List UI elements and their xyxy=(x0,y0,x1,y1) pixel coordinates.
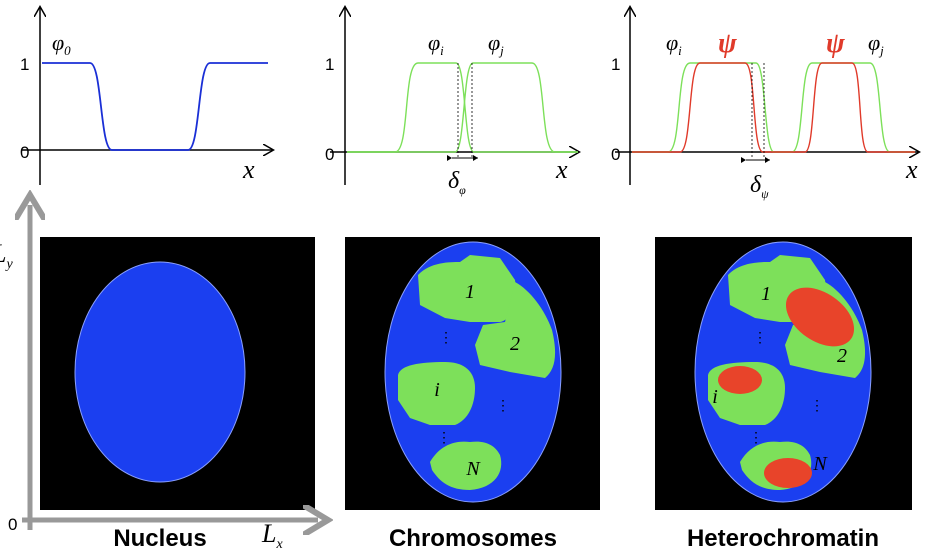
curve xyxy=(347,62,578,153)
heterochromatin xyxy=(718,366,762,394)
curve xyxy=(347,62,578,153)
curve xyxy=(632,62,915,153)
x-label: x xyxy=(242,155,255,184)
ellipsis: ⋮ xyxy=(749,429,763,445)
heterochromatin-nucleus: 1 2 i N ⋮ ⋮ ⋮ xyxy=(694,241,872,503)
x-label: x xyxy=(905,155,918,184)
chromosome xyxy=(398,362,475,425)
tick-label: 1 xyxy=(611,55,620,74)
region-label: i xyxy=(712,386,718,408)
ellipsis: ⋮ xyxy=(496,397,510,413)
panel-title: Nucleus xyxy=(113,525,206,552)
region-label: N xyxy=(812,453,828,475)
heterochromatin xyxy=(785,287,855,347)
x-label: x xyxy=(555,155,568,184)
region-label: 2 xyxy=(510,333,520,355)
domain-x-label: Lx xyxy=(261,519,283,552)
region-label: 2 xyxy=(837,345,847,367)
tick-label: 0 xyxy=(20,143,29,162)
chromosome xyxy=(418,255,516,322)
curve-label: ψ xyxy=(718,28,737,59)
curve-label: φi xyxy=(428,30,444,58)
ellipsis: ⋮ xyxy=(439,329,453,345)
plot-2: φi φj 1 0 x δφ xyxy=(325,8,578,197)
ellipsis: ⋮ xyxy=(753,329,767,345)
curve-label: ψ xyxy=(826,28,845,59)
ellipsis: ⋮ xyxy=(810,397,824,413)
region-label: i xyxy=(434,379,440,401)
panel-title: Chromosomes xyxy=(389,525,557,552)
gap-label: δφ xyxy=(448,168,466,197)
tick-label: 1 xyxy=(325,55,334,74)
tick-label: 0 xyxy=(325,145,334,164)
chromosome xyxy=(430,441,502,490)
curve xyxy=(42,62,268,151)
region-label: N xyxy=(465,458,481,480)
tick-label: 0 xyxy=(611,145,620,164)
curve-label: φj xyxy=(488,30,504,58)
chromosomes-nucleus: 1 2 i N ⋮ ⋮ ⋮ xyxy=(384,241,562,503)
heterochromatin xyxy=(764,458,812,488)
curve xyxy=(632,62,915,153)
tick-label: 1 xyxy=(20,55,29,74)
origin-label: 0 xyxy=(8,515,17,534)
gap-label: δψ xyxy=(750,172,769,201)
region-label: 1 xyxy=(465,281,475,303)
domain-y-label: Ly xyxy=(0,239,13,272)
region-label: 1 xyxy=(761,283,771,305)
plot-3: φi ψ ψ φj 1 0 x δψ xyxy=(611,8,918,201)
curve-label: φi xyxy=(666,30,682,58)
ellipsis: ⋮ xyxy=(437,429,451,445)
plot-1: φ0 1 0 x xyxy=(20,8,272,185)
chromosome xyxy=(475,282,556,378)
curve-label: φ0 xyxy=(52,30,71,58)
nucleus xyxy=(74,261,246,483)
panel-title: Heterochromatin xyxy=(687,525,879,552)
curve-label: φj xyxy=(868,30,884,58)
